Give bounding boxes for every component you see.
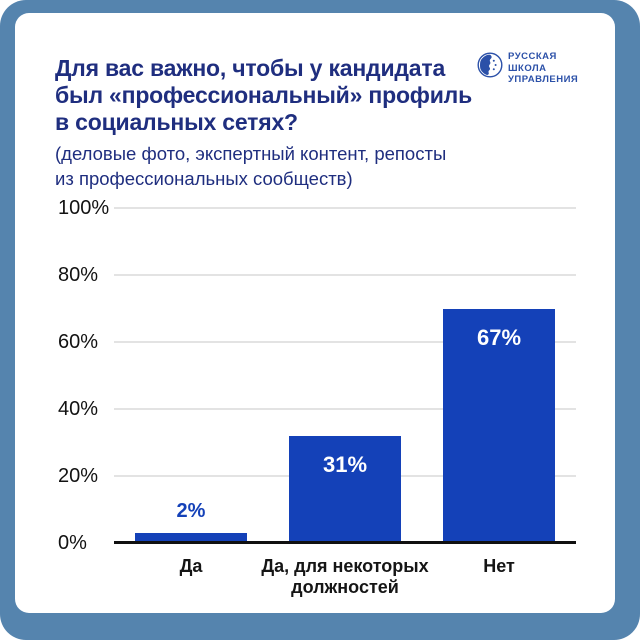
y-tick-label-40: 40% xyxy=(58,398,99,420)
x-category-label-2: Да, для некоторых должностей xyxy=(261,556,429,597)
brand-logo-text: РУССКАЯ ШКОЛА УПРАВЛЕНИЯ xyxy=(508,51,578,86)
gridline-60 xyxy=(114,341,576,343)
bar-1: 2% xyxy=(135,500,247,543)
y-tick-label-80: 80% xyxy=(58,264,99,286)
title-line-2: был «профессиональный» профиль xyxy=(55,82,473,108)
y-tick-label-60: 60% xyxy=(58,331,99,353)
title-line-3: в социальных сетях? xyxy=(55,109,298,135)
subtitle-line-1: (деловые фото, экспертный контент, репос… xyxy=(55,143,447,164)
bar-2: 31% xyxy=(289,436,401,543)
bar-3: 67% xyxy=(443,309,555,543)
brand-logo: РУССКАЯ ШКОЛА УПРАВЛЕНИЯ xyxy=(477,51,578,86)
gridline-100 xyxy=(114,207,576,209)
gridline-40 xyxy=(114,408,576,410)
y-tick-label-0: 0% xyxy=(58,532,87,554)
infographic-card: Для вас важно, чтобы у кандидата был «пр… xyxy=(15,13,615,613)
x-category-label-3: Нет xyxy=(483,556,515,576)
page-title: Для вас важно, чтобы у кандидата был «пр… xyxy=(55,55,485,136)
chart-header: Для вас важно, чтобы у кандидата был «пр… xyxy=(55,55,485,191)
logo-line-2: ШКОЛА xyxy=(508,62,547,74)
subtitle-line-2: из профессиональных сообществ) xyxy=(55,168,353,189)
page-subtitle: (деловые фото, экспертный контент, репос… xyxy=(55,141,485,191)
y-tick-label-20: 20% xyxy=(58,465,99,487)
bar-value-label-2: 31% xyxy=(322,452,368,477)
gridline-80 xyxy=(114,274,576,276)
bar-value-label-3: 67% xyxy=(476,325,522,350)
x-category-label-1: Да xyxy=(179,556,203,576)
bar-value-label-1: 2% xyxy=(176,500,206,522)
logo-line-3: УПРАВЛЕНИЯ xyxy=(508,74,579,85)
rsu-globe-icon xyxy=(477,52,503,78)
chart-plot: 2% 31% 67% xyxy=(114,207,576,544)
y-tick-label-100: 100% xyxy=(58,197,110,219)
x-axis-baseline xyxy=(114,541,576,544)
title-line-1: Для вас важно, чтобы у кандидата xyxy=(55,55,446,81)
logo-line-1: РУССКАЯ xyxy=(508,51,557,62)
